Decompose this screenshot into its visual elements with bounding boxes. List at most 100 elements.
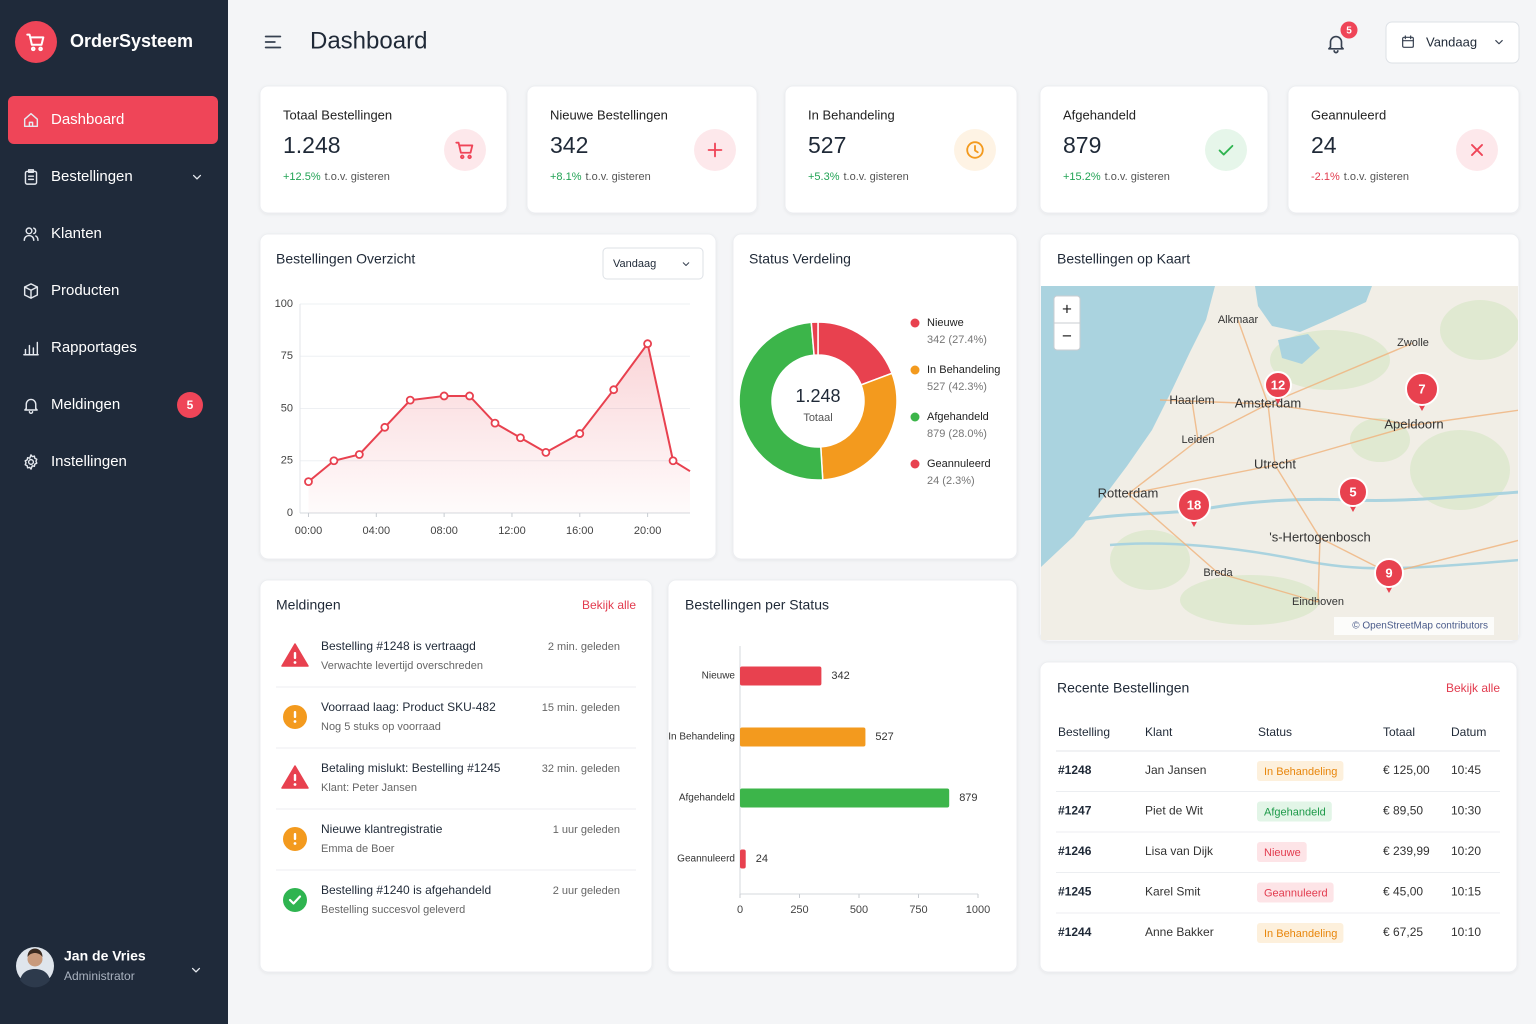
icon-part bbox=[26, 33, 45, 46]
donut-center-label: Totaal bbox=[803, 412, 832, 424]
x-tick-label: 1000 bbox=[966, 904, 990, 916]
kpi-label: In Behandeling bbox=[808, 107, 895, 122]
sidebar bbox=[0, 0, 228, 1024]
icon-part bbox=[28, 121, 34, 128]
icon-part bbox=[27, 458, 35, 466]
kpi-icon-bg bbox=[444, 129, 486, 171]
nav-item[interactable]: Klanten bbox=[8, 210, 218, 258]
nav-item[interactable]: Instellingen bbox=[8, 438, 218, 486]
legend-swatch bbox=[910, 318, 920, 328]
map-marker[interactable]: 12 bbox=[1264, 371, 1292, 404]
exclamation-dot bbox=[293, 720, 297, 723]
map-road bbox=[1413, 409, 1518, 426]
kpi-icon-bg bbox=[1205, 129, 1247, 171]
point bbox=[304, 477, 313, 487]
icon-part bbox=[191, 967, 201, 973]
marker-count: 5 bbox=[1349, 484, 1356, 499]
legend-swatch bbox=[910, 365, 920, 375]
notification-detail: Klant: Peter Jansen bbox=[321, 782, 417, 794]
status-badge bbox=[1257, 761, 1344, 781]
kpi-value: 1.248 bbox=[283, 132, 341, 158]
map-marker[interactable]: 18 bbox=[1177, 488, 1211, 527]
zoom-in[interactable]: + bbox=[1062, 299, 1072, 318]
icon-part bbox=[24, 398, 38, 411]
icon-part bbox=[460, 154, 465, 160]
order-row[interactable]: #1244 Anne Bakker In Behandeling € 67,25 10:… bbox=[1058, 923, 1481, 943]
zoom-out[interactable]: − bbox=[1062, 326, 1072, 345]
marker bbox=[1405, 372, 1439, 406]
notification-item[interactable]: Voorraad laag: Product SKU-482 Nog 5 stuk… bbox=[283, 700, 620, 733]
point bbox=[541, 447, 551, 457]
period-dropdown[interactable]: Vandaag bbox=[602, 247, 704, 280]
notification-item[interactable]: Bestelling #1240 is afgehandeld Bestellin… bbox=[283, 883, 620, 916]
icon-part bbox=[23, 286, 39, 299]
point bbox=[405, 395, 415, 405]
logo bbox=[15, 21, 57, 63]
legend-swatch bbox=[910, 412, 920, 422]
icon-part bbox=[24, 454, 38, 470]
notification-item[interactable]: Betaling mislukt: Bestelling #1245 Klant:… bbox=[281, 761, 620, 794]
notification-title: Bestelling #1240 is afgehandeld bbox=[321, 883, 491, 897]
icon bbox=[966, 141, 984, 159]
table-cell: Anne Bakker bbox=[1145, 925, 1214, 939]
order-row[interactable]: #1247 Piet de Wit Afgehandeld € 89,50 10:30 bbox=[1058, 801, 1481, 822]
icon bbox=[23, 283, 39, 299]
table-cell: Piet de Wit bbox=[1145, 804, 1204, 818]
view-all-link[interactable]: Bekijk alle bbox=[1446, 681, 1500, 695]
category-label: Afgehandeld bbox=[679, 793, 735, 804]
nav-item[interactable]: Rapportages bbox=[8, 324, 218, 372]
value-label: 879 bbox=[959, 792, 977, 804]
icon bbox=[1495, 39, 1503, 45]
exclamation-dot bbox=[293, 661, 297, 664]
marker-count: 7 bbox=[1418, 381, 1425, 396]
order-id: #1246 bbox=[1058, 844, 1092, 858]
marker-count: 9 bbox=[1385, 565, 1392, 580]
order-row[interactable]: #1246 Lisa van Dijk Nieuwe € 239,99 10:20 bbox=[1058, 842, 1481, 862]
notification-item[interactable]: Nieuwe klantregistratie Emma de Boer 1 uur… bbox=[283, 822, 620, 855]
legend-value: 527 (42.3%) bbox=[927, 381, 987, 393]
card-title: Recente Bestellingen bbox=[1057, 680, 1189, 696]
map-marker[interactable]: 9 bbox=[1374, 558, 1404, 593]
icon-part bbox=[974, 144, 979, 154]
nav-label: Instellingen bbox=[51, 453, 127, 470]
user-profile[interactable]: Jan de Vries Administrator bbox=[16, 947, 201, 988]
map-forest bbox=[1110, 530, 1190, 590]
period-dropdown[interactable]: Vandaag bbox=[1385, 21, 1520, 64]
kpi-value: 24 bbox=[1311, 132, 1337, 158]
menu-button[interactable] bbox=[264, 35, 282, 49]
notification-title: Betaling mislukt: Bestelling #1245 bbox=[321, 761, 501, 775]
nav-item[interactable]: Bestellingen bbox=[8, 153, 218, 201]
column-header: Totaal bbox=[1383, 725, 1415, 739]
nav-item[interactable]: Producten bbox=[8, 267, 218, 315]
check-mark bbox=[288, 895, 302, 905]
table-cell: € 89,50 bbox=[1383, 804, 1423, 818]
kpi-value: 527 bbox=[808, 132, 846, 158]
notifications-button[interactable]: 5 bbox=[1328, 21, 1358, 54]
map-road bbox=[1127, 400, 1199, 495]
legend-label: Afgehandeld bbox=[927, 411, 989, 423]
view-all-link[interactable]: Bekijk alle bbox=[582, 598, 636, 612]
icon-part bbox=[264, 35, 282, 49]
icon-part bbox=[28, 411, 34, 414]
map-marker[interactable]: 5 bbox=[1338, 477, 1368, 512]
user-name: Jan de Vries bbox=[64, 948, 146, 964]
city-label: Rotterdam bbox=[1098, 485, 1159, 500]
nav-item[interactable]: Dashboard bbox=[8, 96, 218, 144]
dropdown-box bbox=[1385, 21, 1520, 64]
city-label: Utrecht bbox=[1254, 456, 1296, 471]
marker-count: 12 bbox=[1271, 377, 1285, 392]
notification-badge bbox=[1340, 21, 1358, 39]
nav-item[interactable]: Meldingen 5 bbox=[8, 381, 218, 429]
kpi-change: +12.5% t.o.v. gisteren bbox=[283, 171, 390, 183]
icon-part bbox=[467, 154, 472, 160]
icon-part bbox=[24, 170, 38, 185]
kpi-change-note: t.o.v. gisteren bbox=[844, 171, 909, 183]
notification-item[interactable]: Bestelling #1248 is vertraagd Verwachte l… bbox=[281, 639, 620, 672]
notification-detail: Verwachte levertijd overschreden bbox=[321, 660, 483, 672]
map-marker[interactable]: 7 bbox=[1405, 372, 1439, 411]
kpi-label: Totaal Bestellingen bbox=[283, 107, 392, 122]
order-row[interactable]: #1248 Jan Jansen In Behandeling € 125,00 10:… bbox=[1058, 761, 1481, 781]
order-row[interactable]: #1245 Karel Smit Geannuleerd € 45,00 10:15 bbox=[1058, 882, 1481, 903]
card bbox=[784, 85, 1018, 214]
